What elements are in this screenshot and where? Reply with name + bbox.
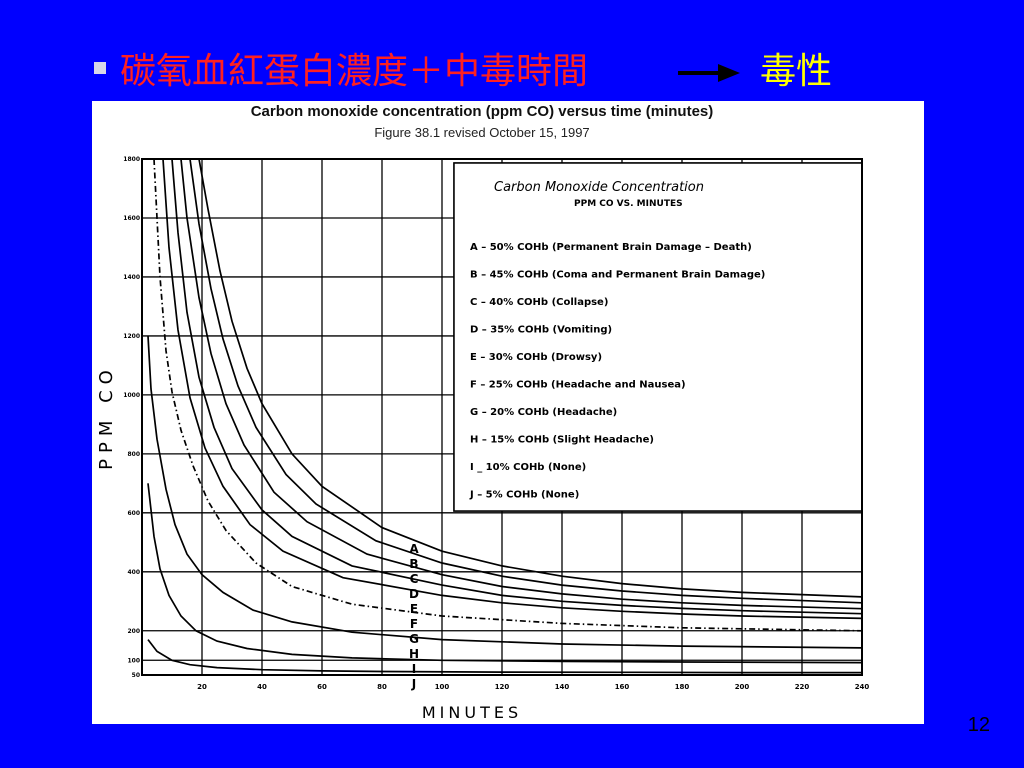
y-tick-label: 200 <box>127 628 140 635</box>
y-tick-label: 1000 <box>123 392 140 399</box>
series-label-e: E <box>410 602 418 616</box>
x-axis-label: MINUTES <box>422 703 522 722</box>
chart-subtitle: Figure 38.1 revised October 15, 1997 <box>374 125 590 140</box>
x-tick-label: 220 <box>795 683 810 691</box>
x-tick-label: 180 <box>675 683 690 691</box>
x-tick-label: 60 <box>317 683 327 691</box>
slide-title: 碳氧血紅蛋白濃度＋中毒時間 <box>120 50 588 94</box>
series-line-a <box>198 159 862 598</box>
y-tick-label: 600 <box>127 510 140 517</box>
series-line-j <box>148 677 862 682</box>
legend-entry: D – 35% COHb (Vomiting) <box>470 325 612 336</box>
y-axis-label: PPM CO <box>96 364 117 470</box>
legend-entry: A – 50% COHb (Permanent Brain Damage – D… <box>470 242 752 253</box>
x-tick-label: 240 <box>855 683 870 691</box>
bullet-square <box>94 62 106 74</box>
x-tick-label: 100 <box>435 683 450 691</box>
series-label-g: G <box>409 632 419 646</box>
series-label-a: A <box>409 542 419 556</box>
chart-title: Carbon monoxide concentration (ppm CO) v… <box>250 103 714 120</box>
legend-entry: J – 5% COHb (None) <box>469 490 579 501</box>
page-number: 12 <box>967 714 990 736</box>
series-line-f <box>153 159 862 632</box>
y-tick-label: 1600 <box>123 215 140 222</box>
legend-subtitle: PPM CO VS. MINUTES <box>574 199 683 209</box>
legend-entry: E – 30% COHb (Drowsy) <box>470 352 602 363</box>
co-chart: Carbon Monoxide Concentration PPM CO VS. … <box>96 156 870 722</box>
series-label-f: F <box>410 617 418 631</box>
chart-panel: Carbon monoxide concentration (ppm CO) v… <box>92 101 924 724</box>
y-tick-label: 50 <box>132 672 140 679</box>
series-line-g <box>147 335 862 649</box>
slide-title-main: 碳氧血紅蛋白濃度＋中毒時間 <box>120 51 589 92</box>
series-line-d <box>171 159 862 615</box>
legend-entry: G – 20% COHb (Headache) <box>470 407 617 418</box>
x-tick-label: 140 <box>555 683 570 691</box>
y-tick-label: 400 <box>127 569 140 576</box>
x-tick-label: 20 <box>197 683 207 691</box>
y-tick-label: 800 <box>127 451 140 458</box>
plot-frame <box>141 158 863 676</box>
legend-box-overlay <box>453 162 863 512</box>
series-line-c <box>180 159 862 610</box>
x-tick-label: 120 <box>495 683 510 691</box>
legend-entry: B – 45% COHb (Coma and Permanent Brain D… <box>470 270 765 281</box>
series-label-h: H <box>409 647 419 661</box>
x-tick-label: 200 <box>735 683 750 691</box>
series-label-j: J <box>411 677 416 691</box>
y-tick-label: 1200 <box>123 333 140 340</box>
arrow-right-icon <box>678 64 740 82</box>
series-line-i <box>147 639 862 674</box>
series-line-b <box>189 159 862 604</box>
legend-title: Carbon Monoxide Concentration <box>494 180 704 195</box>
legend-entry: F – 25% COHb (Headache and Nausea) <box>470 380 686 391</box>
series-label-d: D <box>409 587 419 601</box>
legend-entry: I _ 10% COHb (None) <box>470 462 586 473</box>
legend-entry: H – 15% COHb (Slight Headache) <box>470 435 654 446</box>
x-tick-label: 80 <box>377 683 387 691</box>
x-tick-label: 40 <box>257 683 267 691</box>
series-label-i: I <box>412 662 416 676</box>
series-label-c: C <box>410 572 419 586</box>
slide-title-result: 毒性 <box>760 51 833 92</box>
series-label-b: B <box>409 557 418 571</box>
series-line-h <box>147 483 862 664</box>
x-tick-label: 160 <box>615 683 630 691</box>
legend-entry: C – 40% COHb (Collapse) <box>470 297 608 308</box>
series-line-e <box>162 159 862 620</box>
y-tick-label: 1400 <box>123 274 140 281</box>
y-tick-label: 1800 <box>123 156 140 163</box>
y-tick-label: 100 <box>127 657 140 664</box>
